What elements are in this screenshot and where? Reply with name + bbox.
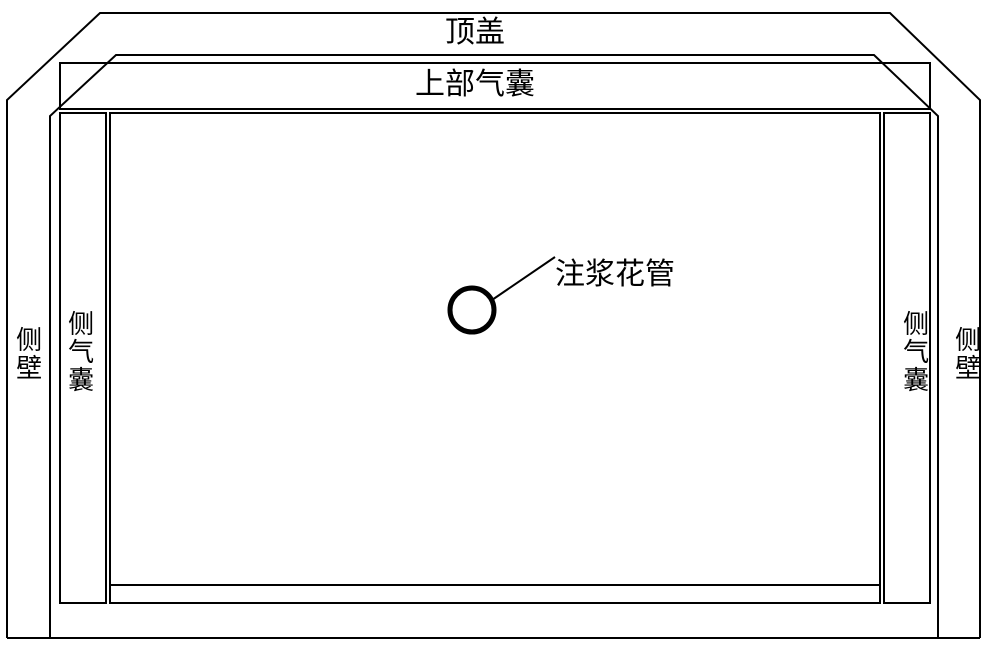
leader-line: [492, 257, 555, 300]
outer-shell-outer-line: [7, 13, 980, 638]
cross-section-diagram: 顶盖 上部气囊 注浆花管 侧壁 侧气囊 侧气囊 侧壁: [0, 0, 1000, 652]
left-side-wall-label: 侧壁: [12, 326, 41, 382]
right-side-wall-label: 侧壁: [951, 326, 980, 382]
right-side-airbag-label: 侧气囊: [899, 310, 928, 394]
inner-chamber-rect: [110, 113, 880, 603]
top-cover-label: 顶盖: [445, 16, 505, 49]
left-side-airbag-label: 侧气囊: [64, 310, 93, 394]
grouting-pipe-label: 注浆花管: [555, 258, 675, 291]
outer-shell: [7, 13, 980, 638]
grouting-pipe-circle: [450, 288, 494, 332]
outer-shell-inner-line: [50, 55, 938, 638]
upper-airbag-label: 上部气囊: [415, 68, 535, 101]
